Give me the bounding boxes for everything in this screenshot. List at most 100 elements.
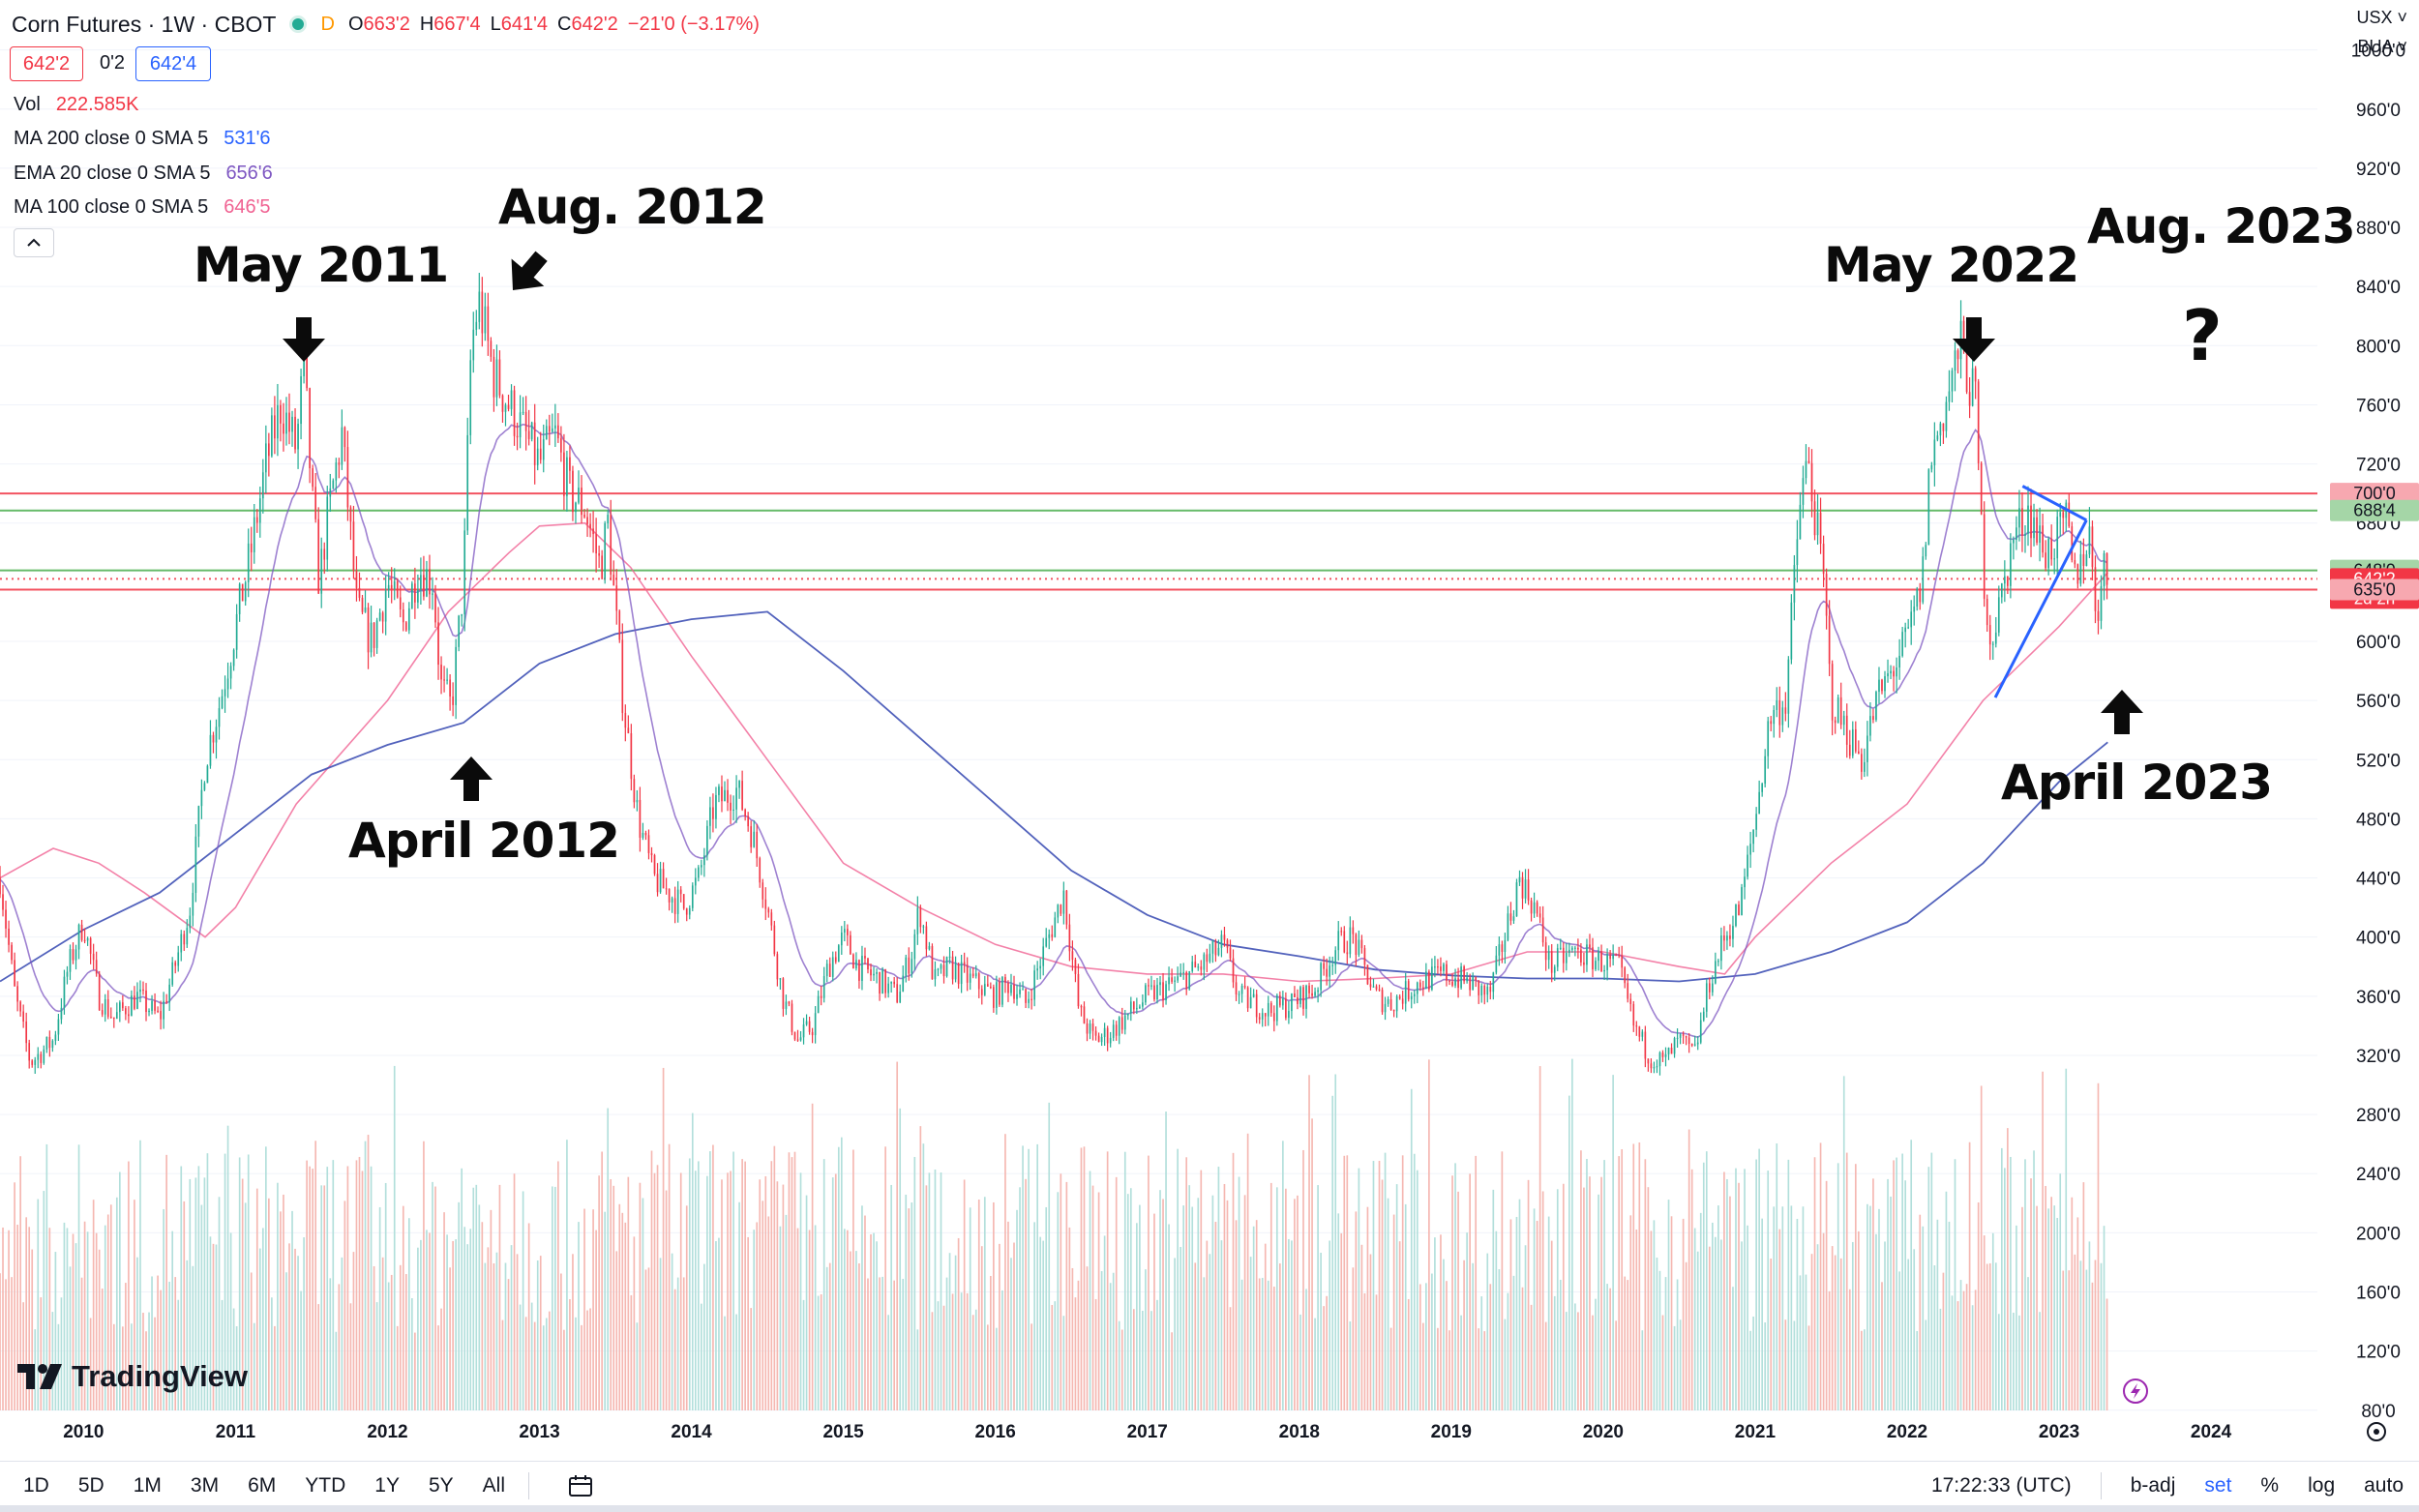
candle-body [1454,978,1456,986]
range-1m[interactable]: 1M [133,1474,162,1497]
candle-body [165,1000,167,1003]
candle-body [1644,1031,1647,1059]
range-5y[interactable]: 5Y [428,1474,454,1497]
candle-body [621,639,624,713]
go-to-date-button[interactable] [568,1474,593,1497]
volume-bar [43,1191,45,1410]
volume-bar [621,1212,624,1410]
volume-bar [1536,1221,1538,1410]
volume-bar [861,1205,863,1410]
candle-body [54,1034,57,1041]
range-1y[interactable]: 1Y [374,1474,400,1497]
candle-body [1699,1020,1702,1043]
indicator-ema20[interactable]: EMA 20 close 0 SMA 5 656'6 [14,163,273,184]
range-5d[interactable]: 5D [77,1474,105,1497]
ask-price-button[interactable]: 642'4 [135,46,211,81]
volume-bar [1407,1298,1410,1410]
indicator-ma100[interactable]: MA 100 close 0 SMA 5 646'5 [14,196,271,218]
volume-bar [1272,1287,1275,1410]
gear-hub [2374,1429,2379,1435]
volume-bar [1033,1222,1035,1410]
candle-body [1927,469,1930,546]
tradingview-logo[interactable]: TradingView [17,1359,248,1394]
candle-body [578,488,580,503]
candle-body [51,1040,54,1049]
volume-bar [595,1230,597,1410]
volume-bar [346,1166,349,1410]
annotation-may-2022: May 2022 [1824,237,2079,293]
currency-selector[interactable]: USX ˅ [2356,8,2407,27]
b-adj-toggle[interactable]: b-adj [2130,1474,2176,1497]
range-ytd[interactable]: YTD [305,1474,346,1497]
volume-bar [1389,1327,1392,1410]
candle-body [554,425,556,429]
candle-body [271,415,273,457]
candle-body [25,1021,28,1044]
indicator-ma200[interactable]: MA 200 close 0 SMA 5 531'6 [14,128,271,149]
candle-body [361,597,364,612]
volume-bar [1980,1085,1983,1410]
candle-body [2045,552,2046,569]
volume-bar [996,1327,998,1410]
candle-body [727,789,729,803]
time-tick-label: 2019 [1431,1422,1472,1442]
candle-body [773,925,776,955]
volume-bar [879,1277,881,1410]
auto-toggle[interactable]: auto [2364,1474,2404,1497]
volume-bar [1480,1296,1483,1410]
set-toggle[interactable]: set [2204,1474,2232,1497]
range-1d[interactable]: 1D [23,1474,49,1497]
range-3m[interactable]: 3M [190,1474,220,1497]
volume-bar [1580,1150,1582,1410]
volume-bar [139,1140,141,1410]
volume-bar [218,1197,221,1410]
candle-body [1715,961,1717,984]
candle-body [57,1019,60,1035]
candle-body [1421,987,1424,990]
range-6m[interactable]: 6M [248,1474,277,1497]
volume-bar [1437,1327,1439,1410]
volume-bar [504,1262,507,1410]
candle-body [1977,381,1980,463]
candle-body [466,434,469,531]
volume-bar [40,1297,43,1410]
candle-body [703,855,705,866]
price-tick-label: 320'0 [2356,1047,2401,1067]
collapse-legend-button[interactable] [14,228,54,257]
log-toggle[interactable]: log [2308,1474,2336,1497]
volume-bar [572,1254,574,1410]
volume-bar [255,1188,258,1410]
candle-body [902,975,905,993]
percent-toggle[interactable]: % [2260,1474,2280,1497]
volume-bar [1501,1151,1504,1410]
tradingview-logo-icon [17,1364,62,1389]
volume-bar [1936,1219,1939,1410]
range-all[interactable]: All [482,1474,505,1497]
volume-bar [1755,1159,1757,1410]
indicator-volume[interactable]: Vol 222.585K [14,94,139,115]
candle-body [665,888,668,890]
bid-price-button[interactable]: 642'2 [10,46,83,81]
volume-bar [2013,1312,2015,1410]
volume-bar [1223,1183,1226,1410]
volume-bar [1045,1206,1048,1410]
candle-body [1314,992,1316,996]
volume-bar [679,1172,682,1410]
candle-body [913,934,916,960]
symbol-title[interactable]: Corn Futures · 1W · CBOT [12,11,277,37]
volume-bar [712,1144,714,1410]
candle-body [679,889,682,895]
volume-bar [1867,1203,1868,1410]
volume-bar [1010,1258,1012,1410]
price-chart[interactable]: 1000'0960'0920'0880'0840'0800'0760'0720'… [0,0,2419,1461]
volume-bar [1372,1161,1375,1410]
unit-selector[interactable]: BUA ˅ [2357,37,2407,56]
volume-bar [1381,1179,1384,1410]
candle-body [1527,879,1530,901]
volume-bar [1708,1246,1711,1410]
candle-body [212,734,215,743]
volume-bar [466,1244,469,1410]
candle-body [1317,990,1319,993]
clock[interactable]: 17:22:33 (UTC) [1930,1474,2072,1497]
volume-bar [2021,1206,2023,1410]
